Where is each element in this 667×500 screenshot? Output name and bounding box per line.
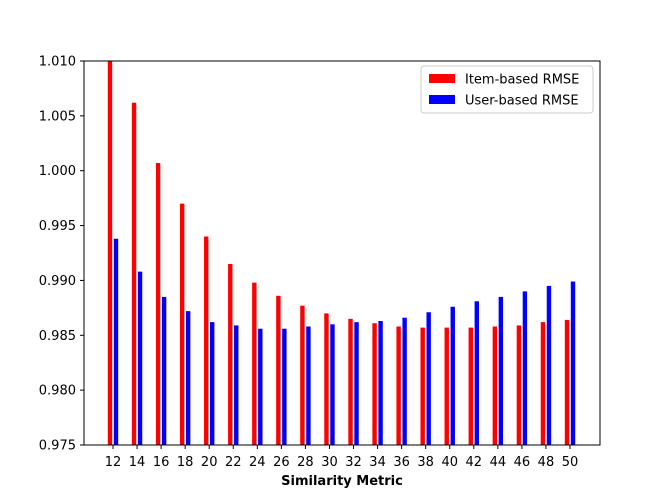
bar-user-50 bbox=[570, 281, 576, 445]
bar-user-22 bbox=[234, 325, 239, 445]
bar-user-46 bbox=[522, 291, 528, 445]
legend-swatch-user-based bbox=[429, 95, 455, 104]
bar-item-22 bbox=[228, 263, 233, 445]
legend-label-user-based: User-based RMSE bbox=[465, 94, 579, 109]
y-tick-label: 0.990 bbox=[39, 274, 76, 289]
bar-user-26 bbox=[282, 328, 287, 445]
x-tick-label: 12 bbox=[105, 455, 122, 470]
y-tick-label: 0.995 bbox=[39, 219, 76, 234]
legend-label-item-based: Item-based RMSE bbox=[465, 73, 579, 88]
bar-user-32 bbox=[354, 322, 359, 445]
bars-layer bbox=[107, 61, 576, 445]
axes-layer: 0.975 0.980 0.985 0.990 0.995 1.000 1.005 1.010… bbox=[39, 55, 601, 470]
bar-user-44 bbox=[498, 296, 504, 445]
bar-item-42 bbox=[468, 327, 473, 445]
bar-item-32 bbox=[348, 318, 353, 445]
series-item-based bbox=[107, 61, 570, 445]
legend-frame bbox=[420, 65, 594, 114]
bar-user-40 bbox=[450, 306, 455, 445]
x-tick-label: 32 bbox=[345, 455, 362, 470]
x-tick-label: 22 bbox=[225, 455, 242, 470]
bar-item-14 bbox=[131, 102, 137, 445]
bar-user-38 bbox=[426, 312, 431, 445]
x-tick-label: 44 bbox=[490, 455, 507, 470]
bar-user-18 bbox=[185, 311, 191, 445]
y-tick-label: 0.980 bbox=[39, 384, 76, 399]
y-tick-label: 1.000 bbox=[39, 164, 76, 179]
x-tick-label: 16 bbox=[153, 455, 170, 470]
bar-item-50 bbox=[564, 319, 570, 445]
legend-swatch-item-based bbox=[429, 74, 455, 83]
x-tick-label: 14 bbox=[129, 455, 146, 470]
bar-user-20 bbox=[210, 322, 215, 445]
bar-user-42 bbox=[474, 301, 479, 445]
x-tick-label: 38 bbox=[417, 455, 434, 470]
x-tick-label: 50 bbox=[562, 455, 579, 470]
y-tick-label: 1.005 bbox=[39, 109, 76, 124]
plot-frame bbox=[83, 60, 601, 446]
y-tick-label: 0.975 bbox=[39, 439, 76, 454]
x-axis-title: Similarity Metric bbox=[281, 474, 403, 489]
x-tick-label: 18 bbox=[177, 455, 194, 470]
bar-item-46 bbox=[516, 325, 522, 445]
x-tick-label: 24 bbox=[249, 455, 266, 470]
bar-item-44 bbox=[492, 326, 498, 445]
x-tick-label: 46 bbox=[514, 455, 531, 470]
x-tick-label: 30 bbox=[321, 455, 338, 470]
bar-user-36 bbox=[402, 317, 407, 445]
bar-item-34 bbox=[372, 323, 377, 445]
bar-item-24 bbox=[252, 282, 257, 445]
x-tick-label: 40 bbox=[441, 455, 458, 470]
x-tick-label: 42 bbox=[466, 455, 483, 470]
bar-item-38 bbox=[420, 327, 425, 445]
x-tick-label: 28 bbox=[297, 455, 314, 470]
bar-item-30 bbox=[324, 313, 329, 445]
bar-user-12 bbox=[113, 238, 119, 445]
x-tick-label: 26 bbox=[273, 455, 290, 470]
bar-user-34 bbox=[378, 321, 383, 445]
bar-item-16 bbox=[155, 163, 161, 445]
legend: Item-based RMSE User-based RMSE bbox=[420, 65, 594, 114]
bar-user-16 bbox=[161, 296, 167, 445]
x-tick-label: 20 bbox=[201, 455, 218, 470]
bar-item-36 bbox=[396, 326, 401, 445]
bar-item-20 bbox=[204, 236, 209, 445]
x-tick-label: 48 bbox=[538, 455, 555, 470]
y-tick-label: 1.010 bbox=[39, 55, 76, 70]
bar-user-48 bbox=[546, 285, 552, 445]
x-tick-label: 34 bbox=[369, 455, 386, 470]
bar-item-12 bbox=[107, 61, 113, 445]
bar-user-24 bbox=[258, 328, 263, 445]
bar-item-28 bbox=[300, 305, 305, 445]
bar-item-26 bbox=[276, 295, 281, 445]
y-tick-label: 0.985 bbox=[39, 329, 76, 344]
bar-user-30 bbox=[330, 324, 335, 445]
bar-user-28 bbox=[306, 326, 311, 445]
bar-item-18 bbox=[179, 203, 185, 445]
series-user-based bbox=[113, 238, 576, 445]
x-tick-label: 36 bbox=[393, 455, 410, 470]
bar-item-48 bbox=[540, 322, 546, 445]
bar-item-40 bbox=[444, 327, 449, 445]
bar-user-14 bbox=[137, 271, 143, 445]
